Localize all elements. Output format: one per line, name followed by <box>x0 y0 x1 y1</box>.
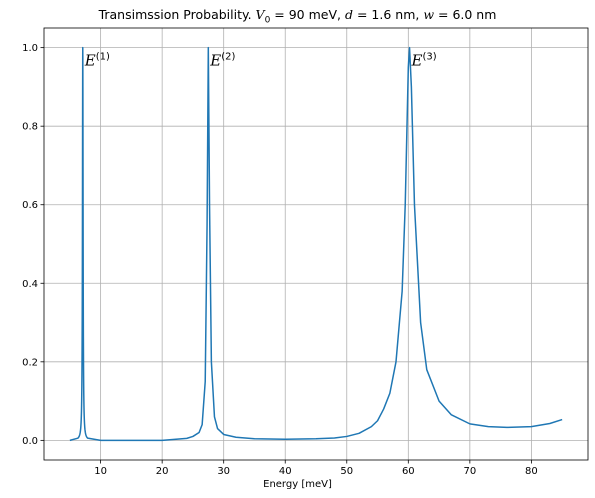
plot-area-frame <box>43 27 589 461</box>
y-tick-label: 0.0 <box>22 436 38 447</box>
title-w-value: = 6.0 nm <box>434 7 497 22</box>
x-tick-label: 20 <box>156 466 169 477</box>
x-tick-label: 80 <box>525 466 538 477</box>
title-prefix: Transimssion Probability. <box>98 7 256 22</box>
y-tick-label: 0.8 <box>22 122 38 133</box>
resonance-label-2: E(2) <box>209 51 235 69</box>
x-tick-label: 30 <box>217 466 230 477</box>
x-tick-label: 40 <box>279 466 292 477</box>
x-tick-label: 10 <box>94 466 107 477</box>
grid-lines <box>44 28 588 460</box>
title-v-symbol: V <box>255 7 265 22</box>
y-tick-label: 0.6 <box>22 200 38 211</box>
title-v-value: = 90 meV, <box>270 7 345 22</box>
plot-lines <box>69 46 563 442</box>
x-axis-label: Energy [meV] <box>263 479 332 490</box>
x-tick-label: 50 <box>340 466 353 477</box>
axis-ticks: 10 20 30 40 50 60 70 80 0.0 0.2 0.4 0.6 0.8 1.0 <box>22 43 538 477</box>
chart-title: Transimssion Probability. V0 = 90 meV, d… <box>0 7 595 26</box>
title-d-value: = 1.6 nm, <box>353 7 424 22</box>
x-tick-label: 70 <box>463 466 476 477</box>
peak-annotations: E(1) E(2) E(3) <box>84 51 437 69</box>
title-d-symbol: d <box>344 7 353 22</box>
y-tick-label: 0.4 <box>22 279 38 290</box>
y-tick-label: 1.0 <box>22 43 38 54</box>
title-w-symbol: w <box>423 7 435 22</box>
transmission-curve <box>69 46 563 442</box>
x-tick-label: 60 <box>402 466 415 477</box>
resonance-label-3: E(3) <box>411 51 437 69</box>
title-v-subscript: 0 <box>264 15 271 26</box>
y-tick-label: 0.2 <box>22 357 38 368</box>
resonance-label-1: E(1) <box>84 51 110 69</box>
